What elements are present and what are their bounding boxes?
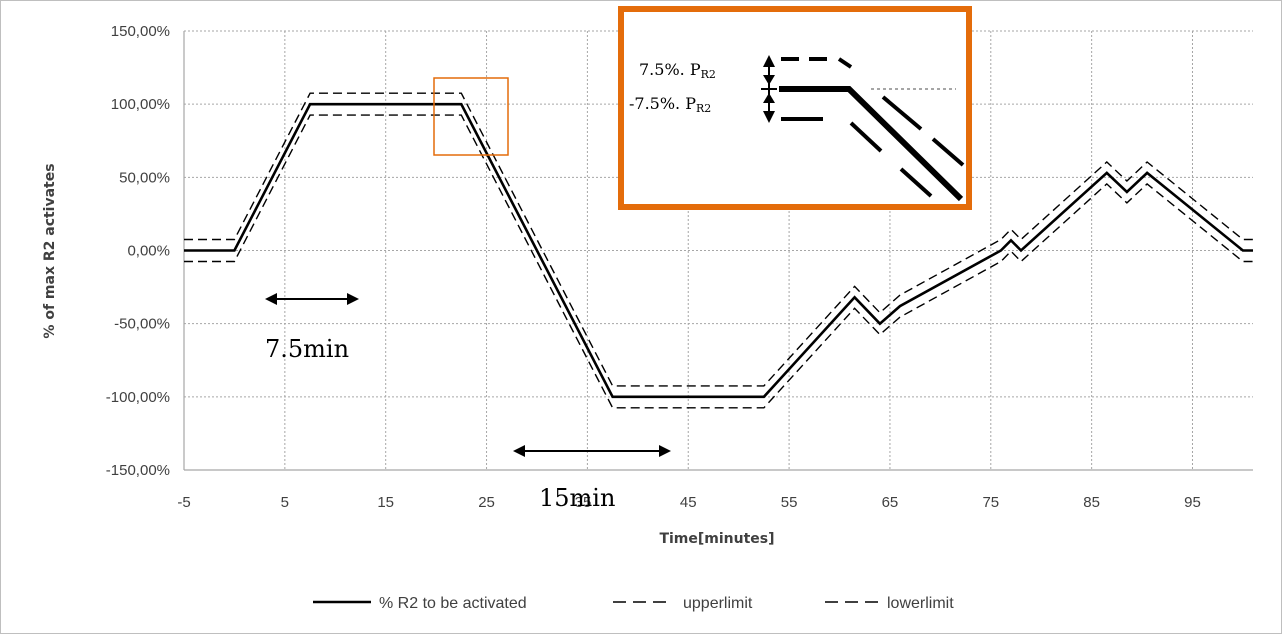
x-tick-label: 75 [982,494,999,511]
legend-label-2: upperlimit [683,595,753,612]
x-tick-label: 95 [1184,494,1201,511]
series-lines [184,92,1253,409]
x-tick-label: 25 [478,494,495,511]
y-axis-title: % of max R2 activates [42,163,58,338]
legend-label-1: % R2 to be activated [379,595,527,612]
x-axis-title: Time[minutes] [659,531,774,547]
arrow-7-5min-label: 7.5min [265,335,349,363]
x-tick-label: 55 [781,494,798,511]
arrow-15min [513,445,671,457]
y-tick-label: 0,00% [127,243,170,260]
x-tick-label: 65 [882,494,899,511]
series-line-2 [184,92,1253,387]
series-line-1 [184,102,1253,399]
series-line-3 [184,114,1253,409]
zoom-region-box [433,77,509,156]
x-tick-label: 15 [377,494,394,511]
arrow-15min-label: 15min [539,484,615,512]
x-tick-labels: -5 5 15 25 45 55 65 75 85 95 [177,494,1201,511]
legend-label-3: lowerlimit [887,595,954,612]
y-tick-label: 150,00% [111,23,170,40]
x-tick-label: 45 [680,494,697,511]
inset-lower-label: -7.5%. PR2 [629,94,711,115]
inset-upper-label: 7.5%. PR2 [639,60,716,81]
y-tick-label: 50,00% [119,169,170,186]
y-tick-label: 100,00% [111,96,170,113]
y-tick-labels: 150,00% 100,00% 50,00% 0,00% -50,00% -100,00%… [106,23,170,479]
y-tick-label: -50,00% [114,316,170,333]
x-tick-label-hidden: 35 [575,494,592,511]
y-tick-label: -100,00% [106,389,170,406]
x-tick-label: 5 [281,494,289,511]
x-tick-label: -5 [177,494,190,511]
y-tick-label: -150,00% [106,462,170,479]
arrow-7-5min [265,293,359,305]
legend: % R2 to be activated upperlimit lowerlimit [313,595,954,612]
zoom-inset: 7.5%. PR2 -7.5%. PR2 [618,6,972,210]
x-tick-label: 85 [1083,494,1100,511]
